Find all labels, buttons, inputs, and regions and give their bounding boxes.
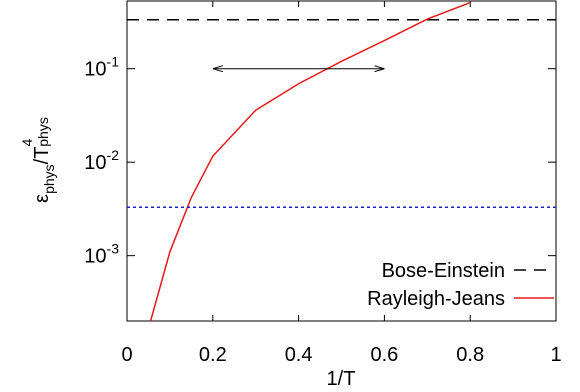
- y-tick-label: 10-2: [84, 147, 119, 174]
- y-axis-label: εphys/T4phys: [19, 117, 57, 203]
- x-tick-label: 1: [550, 344, 561, 366]
- x-tick-label: 0.2: [199, 344, 227, 366]
- y-tick-label: 10-3: [84, 241, 119, 268]
- x-tick-label: 0: [121, 344, 132, 366]
- x-axis-label: 1/T: [327, 368, 356, 390]
- x-tick-label: 0.6: [370, 344, 398, 366]
- y-tick-label: 10-1: [84, 54, 119, 81]
- x-tick-label: 0.8: [456, 344, 484, 366]
- x-tick-label: 0.4: [285, 344, 313, 366]
- series-line: [149, 1, 471, 321]
- plot-frame: [126, 0, 557, 322]
- legend-label: Bose-Einstein: [382, 260, 505, 282]
- legend-label: Rayleigh-Jeans: [367, 288, 505, 310]
